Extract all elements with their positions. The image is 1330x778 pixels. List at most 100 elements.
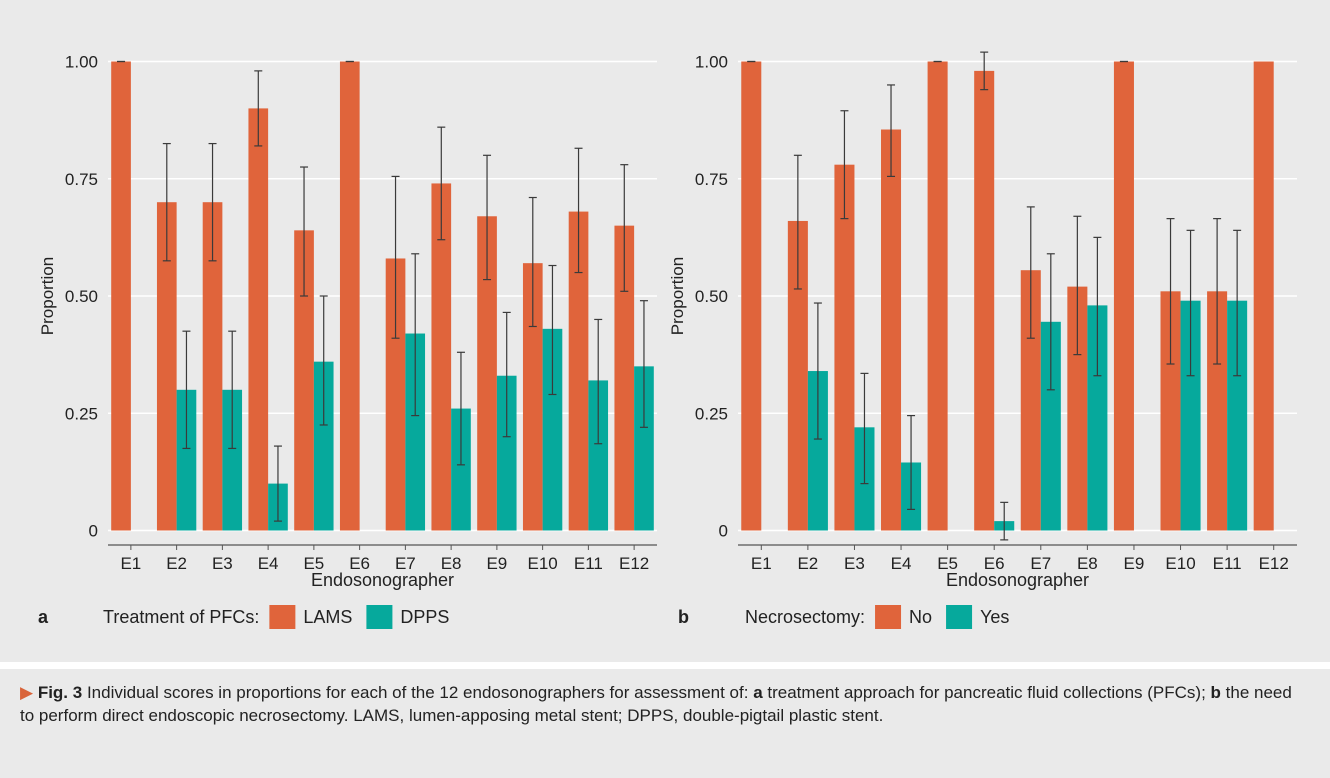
bar-yes-e10 bbox=[1180, 300, 1201, 531]
x-axis-title: Endosonographer bbox=[311, 570, 454, 590]
caption-a-text: treatment approach for pancreatic fluid … bbox=[767, 683, 1206, 702]
y-tick-label: 0.75 bbox=[65, 170, 98, 189]
bar-yes-e8 bbox=[1087, 305, 1108, 531]
x-tick-label: E3 bbox=[844, 554, 865, 573]
bar-dpps-e10 bbox=[542, 328, 563, 531]
x-tick-label: E11 bbox=[1213, 554, 1242, 573]
bar-dpps-e12 bbox=[634, 366, 654, 531]
legend-label-dpps: DPPS bbox=[400, 607, 449, 627]
bar-dpps-e5 bbox=[313, 361, 334, 531]
x-tick-label: E9 bbox=[1124, 554, 1145, 573]
x-tick-label: E3 bbox=[212, 554, 233, 573]
x-tick-label: E7 bbox=[1030, 554, 1051, 573]
y-tick-label: 1.00 bbox=[695, 53, 728, 72]
y-tick-label: 0.50 bbox=[695, 287, 728, 306]
x-tick-label: E4 bbox=[258, 554, 279, 573]
x-tick-label: E7 bbox=[395, 554, 416, 573]
y-axis-title: Proportion bbox=[38, 257, 57, 335]
figure-panel: 0 0.25 0.50 0.75 1.00 E1 E2 E3 E4 E5 E6 E7 E8 E9 E10 E1… bbox=[0, 0, 1330, 662]
bar-dpps-e11 bbox=[588, 380, 609, 531]
x-tick-label: E8 bbox=[441, 554, 462, 573]
bar-no-e12 bbox=[1253, 61, 1274, 531]
panel-label-b: b bbox=[678, 607, 689, 627]
bar-lams-e5 bbox=[294, 230, 314, 531]
x-axis-title: Endosonographer bbox=[946, 570, 1089, 590]
y-tick-label: 0.25 bbox=[65, 404, 98, 423]
bar-dpps-e7 bbox=[405, 333, 426, 531]
bar-lams-e3 bbox=[202, 202, 223, 531]
bar-lams-e11 bbox=[568, 211, 589, 531]
y-axis-title: Proportion bbox=[668, 257, 687, 335]
bar-dpps-e3 bbox=[222, 389, 243, 531]
legend-label-yes: Yes bbox=[980, 607, 1009, 627]
bar-no-e11 bbox=[1207, 291, 1228, 531]
bar-no-e4 bbox=[881, 129, 902, 531]
legend-title: Necrosectomy: bbox=[745, 607, 865, 627]
legend-title: Treatment of PFCs: bbox=[103, 607, 259, 627]
x-tick-label: E1 bbox=[120, 554, 141, 573]
y-tick-label: 0.75 bbox=[695, 170, 728, 189]
bar-dpps-e2 bbox=[176, 389, 197, 531]
legend-label-no: No bbox=[909, 607, 932, 627]
bar-lams-e10 bbox=[522, 263, 543, 531]
x-tick-label: E5 bbox=[303, 554, 324, 573]
bar-lams-e4 bbox=[248, 108, 269, 531]
bar-yes-e2 bbox=[807, 371, 828, 531]
bar-lams-e2 bbox=[156, 202, 177, 531]
caption-b-text: the need to perform direct endoscopic ne… bbox=[20, 683, 1292, 725]
legend-label-lams: LAMS bbox=[303, 607, 352, 627]
legend-swatch-dpps bbox=[366, 605, 393, 629]
x-tick-label: E8 bbox=[1077, 554, 1098, 573]
y-tick-label: 0.25 bbox=[695, 404, 728, 423]
bar-dpps-e8 bbox=[451, 408, 471, 531]
x-tick-label: E11 bbox=[574, 554, 603, 573]
bar-lams-e1 bbox=[111, 61, 131, 531]
caption-marker-icon: ▶ bbox=[20, 683, 34, 702]
bar-lams-e12 bbox=[614, 225, 635, 531]
bar-yes-e11 bbox=[1227, 300, 1248, 531]
figure-caption: ▶ Fig. 3 Individual scores in proportion… bbox=[0, 669, 1330, 778]
caption-text: ▶ Fig. 3 Individual scores in proportion… bbox=[20, 681, 1300, 727]
x-tick-label: E6 bbox=[349, 554, 370, 573]
caption-a-label: a bbox=[753, 683, 763, 702]
y-tick-label: 0.50 bbox=[65, 287, 98, 306]
y-tick-label: 0 bbox=[89, 522, 98, 541]
chart-panel-a: 0 0.25 0.50 0.75 1.00 E1 E2 E3 E4 E5 E6 E7 E8 E9 E10 E1… bbox=[38, 53, 657, 629]
bar-no-e5 bbox=[927, 61, 948, 531]
bar-lams-e7 bbox=[385, 258, 406, 531]
x-tick-label: E12 bbox=[619, 554, 649, 573]
x-tick-label: E1 bbox=[751, 554, 772, 573]
bar-no-e7 bbox=[1020, 270, 1041, 531]
bar-no-e1 bbox=[741, 61, 762, 531]
panel-label-a: a bbox=[38, 607, 49, 627]
caption-figure-label: Fig. 3 bbox=[37, 683, 83, 702]
bar-no-e9 bbox=[1113, 61, 1134, 531]
bar-dpps-e9 bbox=[496, 375, 517, 531]
bar-yes-e7 bbox=[1040, 321, 1061, 531]
bar-no-e3 bbox=[834, 164, 855, 531]
x-tick-label: E2 bbox=[166, 554, 187, 573]
x-tick-label: E5 bbox=[937, 554, 958, 573]
bar-lams-e8 bbox=[431, 183, 452, 531]
y-tick-label: 0 bbox=[719, 522, 728, 541]
chart-panel-b: 0 0.25 0.50 0.75 1.00 E1 E2 E3 E4 E5 E6 E7 E8 E9 E10 E1… bbox=[668, 51, 1297, 629]
bar-no-e6 bbox=[974, 70, 995, 531]
x-tick-label: E10 bbox=[1165, 554, 1195, 573]
bar-no-e10 bbox=[1160, 291, 1181, 531]
caption-lead: Individual scores in proportions for eac… bbox=[86, 683, 749, 702]
bar-no-e8 bbox=[1067, 286, 1088, 531]
x-tick-label: E2 bbox=[797, 554, 818, 573]
x-tick-label: E9 bbox=[486, 554, 507, 573]
bar-no-e2 bbox=[787, 220, 808, 531]
x-tick-label: E6 bbox=[984, 554, 1005, 573]
legend-swatch-yes bbox=[946, 605, 973, 629]
x-tick-label: E4 bbox=[891, 554, 912, 573]
x-tick-label: E10 bbox=[528, 554, 558, 573]
y-tick-label: 1.00 bbox=[65, 53, 98, 72]
x-tick-label: E12 bbox=[1259, 554, 1289, 573]
bar-lams-e6 bbox=[339, 61, 360, 531]
bar-lams-e9 bbox=[477, 216, 497, 531]
legend-swatch-no bbox=[875, 605, 902, 629]
caption-b-label: b bbox=[1210, 683, 1221, 702]
